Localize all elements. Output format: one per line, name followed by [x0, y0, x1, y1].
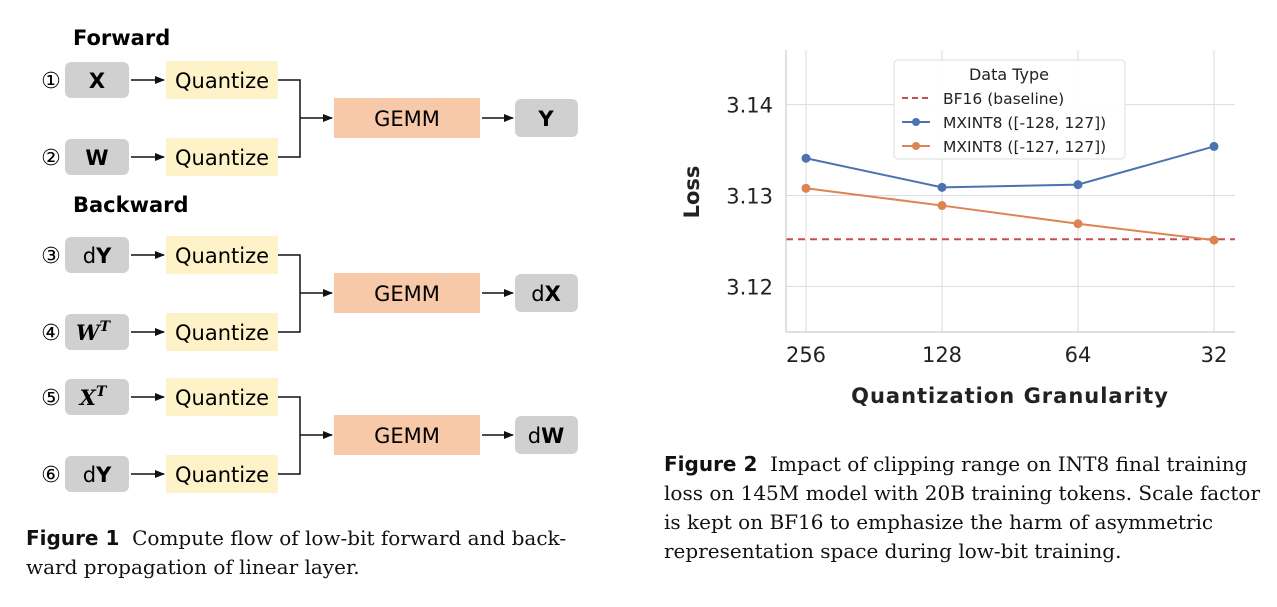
- merge-connector: [278, 396, 301, 475]
- x-tick-label: 128: [922, 343, 962, 367]
- quantize-box: [166, 138, 278, 176]
- gemm-box: [334, 273, 480, 313]
- input-label: W: [85, 146, 108, 170]
- data-point: [1073, 180, 1083, 190]
- x-axis-label: Quantization Granularity: [851, 384, 1169, 408]
- merge-connector: [278, 79, 301, 158]
- input-label: dY: [83, 463, 112, 487]
- output-label: dX: [531, 282, 561, 306]
- data-point: [937, 182, 947, 192]
- loss-line-chart: 256 128 64 32 3.12 3.13 3.14 Quantization Granu…: [680, 50, 1235, 408]
- input-box: [65, 139, 129, 175]
- input-box: [65, 62, 129, 98]
- data-point: [1073, 219, 1083, 229]
- y-tick-label: 3.14: [726, 94, 773, 118]
- series-line-1: [805, 145, 1215, 189]
- input-box: [65, 456, 129, 492]
- data-point: [801, 183, 811, 193]
- figure2-caption-line4: representation space during low-bit trai…: [664, 539, 1122, 563]
- quantize-box: [166, 61, 278, 99]
- figure2-caption-line1: Impact of clipping range on INT8 final t…: [770, 452, 1248, 476]
- gemm-box: [334, 98, 480, 138]
- legend-entry-label: MXINT8 ([-127, 127]): [943, 138, 1106, 156]
- gemm-label: GEMM: [374, 282, 440, 306]
- data-point: [801, 153, 811, 163]
- x-tick-label: 32: [1201, 343, 1228, 367]
- figure1-caption: Figure 1 Compute flow of low-bit forward…: [26, 524, 626, 582]
- output-box: [515, 99, 578, 137]
- gemm-label: GEMM: [374, 107, 440, 131]
- legend-entry-label: MXINT8 ([-128, 127]): [943, 114, 1106, 132]
- gemm-label: GEMM: [374, 424, 440, 448]
- figure2-caption: Figure 2 Impact of clipping range on INT…: [664, 450, 1264, 566]
- step-number: ⑥: [41, 463, 61, 488]
- data-point: [1209, 235, 1219, 245]
- quantize-box: [166, 378, 278, 416]
- figure1-caption-label: Figure 1: [26, 526, 120, 550]
- output-box: [515, 274, 578, 312]
- output-label: Y: [537, 107, 554, 131]
- quantize-label: Quantize: [175, 463, 269, 487]
- legend-box: [893, 59, 1126, 160]
- quantize-label: Quantize: [175, 146, 269, 170]
- data-point: [937, 201, 947, 211]
- figure2-caption-label: Figure 2: [664, 452, 758, 476]
- merge-connector: [278, 254, 301, 333]
- y-tick-label: 3.12: [726, 276, 773, 300]
- legend-marker: [912, 142, 920, 150]
- figure1-caption-line1: Compute flow of low-bit forward and back…: [132, 526, 567, 550]
- step-number: ①: [41, 69, 61, 94]
- input-label: WT: [76, 319, 112, 345]
- quantize-box: [166, 455, 278, 493]
- input-box: [65, 314, 129, 350]
- x-tick-label: 256: [786, 343, 826, 367]
- input-label: XT: [78, 384, 108, 410]
- series-line-2: [805, 187, 1215, 242]
- output-box: [515, 416, 578, 454]
- legend-entry-label: BF16 (baseline): [943, 90, 1064, 108]
- quantize-box: [166, 236, 278, 274]
- legend-marker: [912, 118, 920, 126]
- x-tick-label: 64: [1065, 343, 1092, 367]
- figure2-caption-line2: loss on 145M model with 20B training tok…: [664, 481, 1261, 505]
- backward-title: Backward: [73, 193, 189, 217]
- quantize-label: Quantize: [175, 69, 269, 93]
- input-box: [65, 379, 129, 415]
- compute-flow-diagram: Forward Backward ① X Quantize ② W Quantize ③ dY…: [41, 26, 578, 493]
- data-point: [1209, 141, 1219, 151]
- step-number: ⑤: [41, 386, 61, 411]
- step-number: ③: [41, 244, 61, 269]
- quantize-label: Quantize: [175, 244, 269, 268]
- figure1-caption-line2: ward propagation of linear layer.: [26, 555, 360, 579]
- input-label: dY: [83, 244, 112, 268]
- quantize-box: [166, 313, 278, 351]
- step-number: ②: [41, 146, 61, 171]
- quantize-label: Quantize: [175, 321, 269, 345]
- legend-title: Data Type: [969, 65, 1049, 84]
- forward-title: Forward: [73, 26, 170, 50]
- output-label: dW: [528, 424, 565, 448]
- gemm-box: [334, 415, 480, 455]
- input-label: X: [89, 69, 105, 93]
- quantize-label: Quantize: [175, 386, 269, 410]
- figure2-caption-line3: is kept on BF16 to emphasize the harm of…: [664, 510, 1214, 534]
- y-tick-label: 3.13: [726, 185, 773, 209]
- step-number: ④: [41, 321, 61, 346]
- input-box: [65, 237, 129, 273]
- y-axis-label: Loss: [680, 166, 704, 219]
